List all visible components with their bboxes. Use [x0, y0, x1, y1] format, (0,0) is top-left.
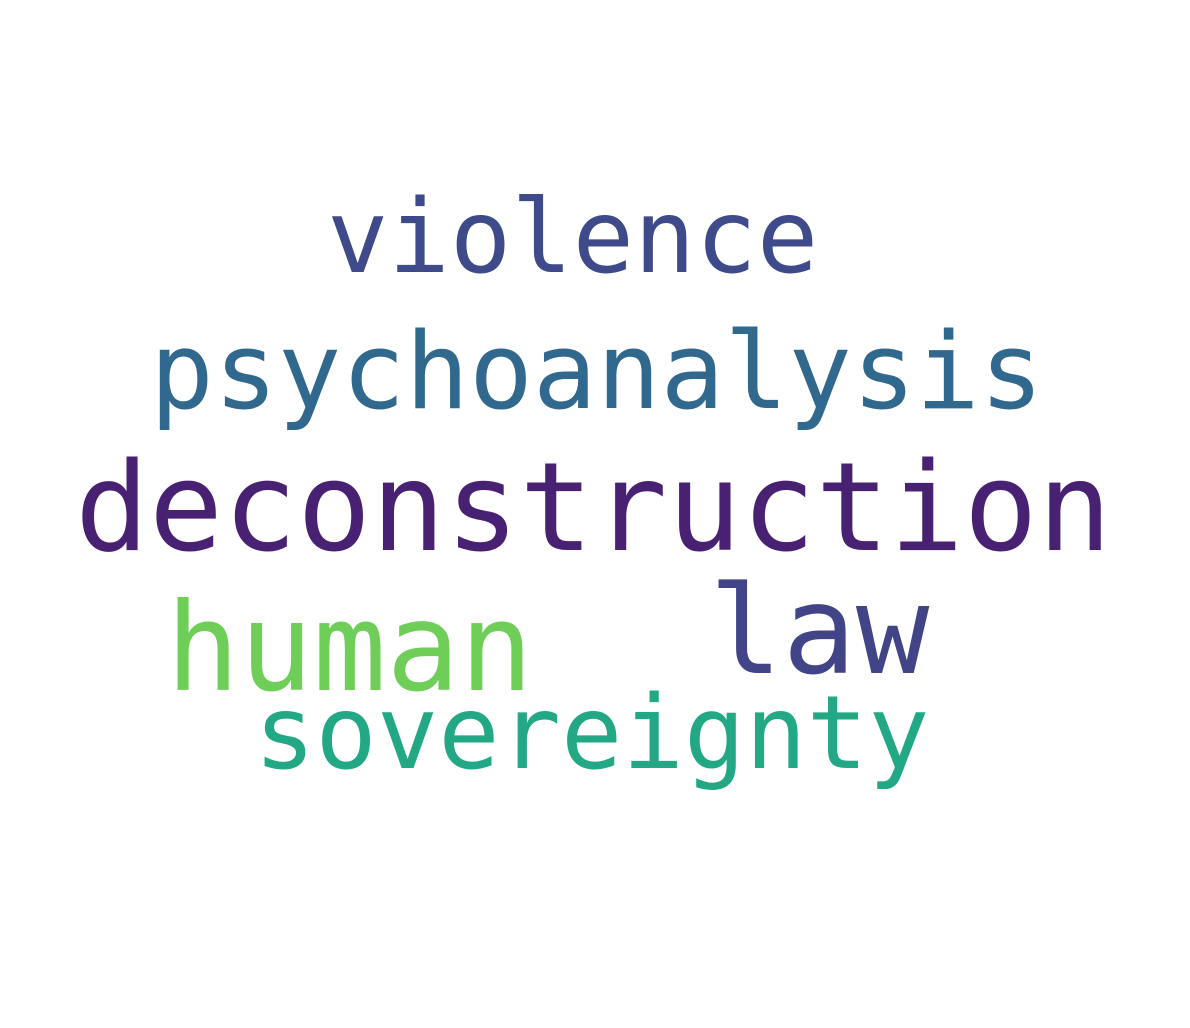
word: human [166, 577, 533, 719]
word: sovereignty [254, 674, 930, 793]
word: law [709, 560, 930, 702]
word: violence [327, 178, 818, 297]
word: deconstruction [75, 437, 1112, 580]
word: psychoanalysis [150, 310, 1043, 433]
